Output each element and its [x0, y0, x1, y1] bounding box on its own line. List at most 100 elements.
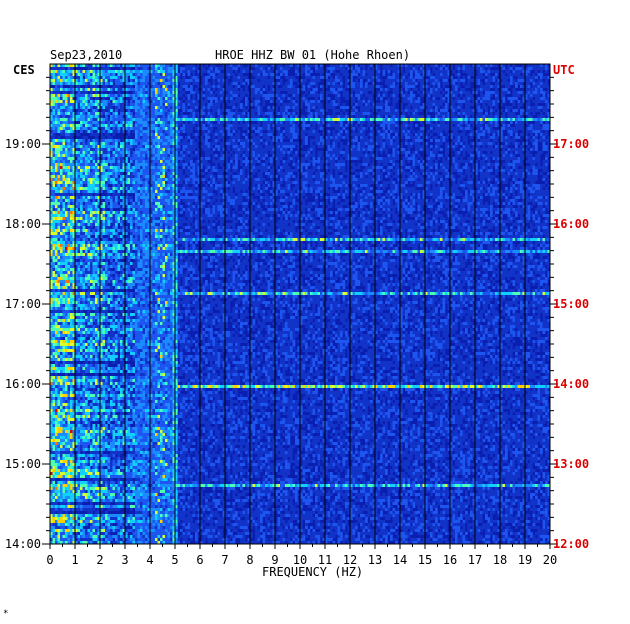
- spectrogram-cell: [290, 151, 293, 154]
- spectrogram-cell: [467, 91, 471, 94]
- spectrogram-cell: [267, 121, 271, 124]
- spectrogram-cell: [135, 157, 138, 160]
- spectrogram-cell: [122, 121, 126, 124]
- spectrogram-cell: [435, 127, 438, 130]
- spectrogram-cell: [507, 70, 511, 73]
- spectrogram-cell: [87, 106, 91, 109]
- spectrogram-cell: [402, 97, 406, 100]
- spectrogram-cell: [302, 79, 306, 82]
- spectrogram-cell: [485, 85, 488, 88]
- spectrogram-cell: [290, 148, 293, 151]
- spectrogram-cell: [132, 64, 136, 67]
- spectrogram-cell: [315, 82, 318, 85]
- spectrogram-cell: [220, 145, 223, 148]
- spectrogram-cell: [417, 142, 421, 145]
- spectrogram-cell: [322, 88, 326, 91]
- spectrogram-cell: [350, 133, 353, 136]
- spectrogram-cell: [470, 70, 473, 73]
- spectrogram-cell: [335, 94, 338, 97]
- spectrogram-cell: [545, 106, 548, 109]
- spectrogram-cell: [210, 151, 213, 154]
- spectrogram-cell: [527, 157, 531, 160]
- spectrogram-cell: [60, 115, 63, 118]
- spectrogram-cell: [327, 136, 331, 139]
- spectrogram-cell: [417, 97, 421, 100]
- spectrogram-cell: [542, 148, 546, 151]
- spectrogram-cell: [202, 82, 206, 85]
- spectrogram-cell: [132, 100, 136, 103]
- spectrogram-cell: [260, 157, 263, 160]
- spectrogram-cell: [70, 82, 73, 85]
- spectrogram-cell: [337, 130, 341, 133]
- spectrogram-cell: [505, 82, 508, 85]
- spectrogram-cell: [442, 127, 446, 130]
- chart-title: HROE HHZ BW 01 (Hohe Rhoen): [215, 48, 410, 62]
- spectrogram-cell: [172, 121, 176, 124]
- spectrogram-cell: [350, 94, 353, 97]
- spectrogram-cell: [102, 148, 106, 151]
- spectrogram-cell: [307, 94, 311, 97]
- spectrogram-cell: [352, 109, 356, 112]
- spectrogram-cell: [167, 70, 171, 73]
- spectrogram-cell: [415, 157, 418, 160]
- spectrogram-cell: [200, 91, 203, 94]
- spectrogram-cell: [422, 73, 426, 76]
- spectrogram-cell: [387, 145, 391, 148]
- spectrogram-cell: [360, 73, 363, 76]
- spectrogram-cell: [320, 64, 323, 67]
- spectrogram-cell: [527, 136, 531, 139]
- spectrogram-cell: [242, 139, 246, 142]
- spectrogram-cell: [337, 76, 341, 79]
- spectrogram-cell: [497, 133, 501, 136]
- spectrogram-cell: [465, 148, 468, 151]
- spectrogram-cell: [290, 88, 293, 91]
- spectrogram-cell: [282, 88, 286, 91]
- spectrogram-cell: [130, 82, 133, 85]
- spectrogram-cell: [477, 118, 481, 121]
- spectrogram-cell: [67, 154, 71, 157]
- spectrogram-cell: [120, 94, 123, 97]
- spectrogram-cell: [82, 94, 86, 97]
- spectrogram-cell: [457, 67, 461, 70]
- spectrogram-cell: [430, 106, 433, 109]
- spectrogram-cell: [337, 124, 341, 127]
- spectrogram-cell: [120, 79, 123, 82]
- spectrogram-cell: [142, 97, 146, 100]
- spectrogram-cell: [172, 142, 176, 145]
- spectrogram-cell: [352, 127, 356, 130]
- spectrogram-cell: [110, 142, 113, 145]
- spectrogram-cell: [157, 103, 161, 106]
- spectrogram-cell: [510, 130, 513, 133]
- spectrogram-cell: [455, 154, 458, 157]
- spectrogram-cell: [82, 142, 86, 145]
- spectrogram-cell: [337, 85, 341, 88]
- spectrogram-cell: [285, 88, 288, 91]
- spectrogram-cell: [255, 79, 258, 82]
- spectrogram-cell: [307, 64, 311, 67]
- spectrogram-cell: [362, 112, 366, 115]
- spectrogram-cell: [207, 127, 211, 130]
- spectrogram-cell: [542, 118, 546, 121]
- spectrogram-cell: [62, 76, 66, 79]
- spectrogram-cell: [405, 136, 408, 139]
- spectrogram-cell: [237, 91, 241, 94]
- spectrogram-cell: [170, 64, 173, 67]
- spectrogram-cell: [312, 64, 316, 67]
- spectrogram-cell: [102, 151, 106, 154]
- spectrogram-cell: [190, 100, 193, 103]
- spectrogram-cell: [182, 85, 186, 88]
- spectrogram-cell: [252, 133, 256, 136]
- spectrogram-cell: [60, 88, 63, 91]
- spectrogram-cell: [347, 94, 351, 97]
- spectrogram-cell: [520, 133, 523, 136]
- spectrogram-cell: [230, 85, 233, 88]
- spectrogram-cell: [457, 154, 461, 157]
- spectrogram-cell: [417, 118, 421, 121]
- spectrogram-cell: [120, 106, 123, 109]
- spectrogram-cell: [285, 115, 288, 118]
- spectrogram-cell: [525, 70, 528, 73]
- spectrogram-cell: [442, 109, 446, 112]
- spectrogram-cell: [342, 88, 346, 91]
- spectrogram-cell: [235, 127, 238, 130]
- spectrogram-cell: [240, 73, 243, 76]
